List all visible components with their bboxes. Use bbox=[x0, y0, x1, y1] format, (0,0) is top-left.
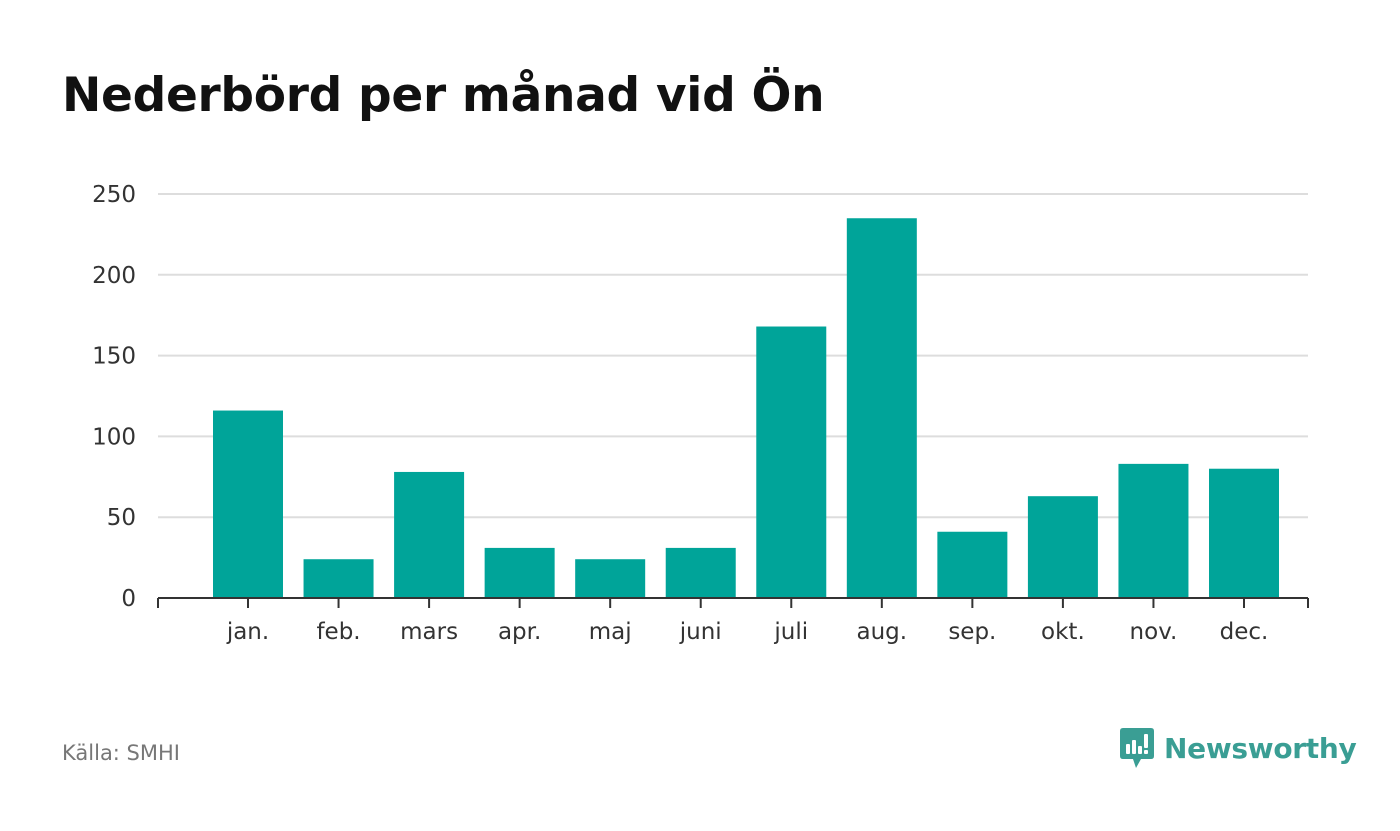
x-tick-label: mars bbox=[400, 619, 458, 645]
bar-feb[interactable] bbox=[303, 559, 374, 598]
x-tick-label: sep. bbox=[948, 619, 996, 645]
y-tick-label: 200 bbox=[92, 263, 136, 289]
y-tick-label: 50 bbox=[107, 505, 136, 531]
y-tick-label: 250 bbox=[92, 182, 136, 208]
x-tick-label: juli bbox=[773, 619, 808, 645]
newsworthy-logo-icon bbox=[1120, 728, 1154, 768]
x-tick-label: jan. bbox=[226, 619, 269, 645]
y-tick-label: 150 bbox=[92, 344, 136, 370]
brand-logo[interactable]: Newsworthy bbox=[1118, 726, 1357, 770]
bar-juli[interactable] bbox=[756, 326, 827, 598]
y-tick-label: 100 bbox=[92, 424, 136, 450]
source-note: Källa: SMHI bbox=[62, 741, 180, 765]
bar-aug[interactable] bbox=[846, 218, 917, 599]
x-tick-label: aug. bbox=[857, 619, 908, 645]
bar-okt[interactable] bbox=[1027, 496, 1098, 598]
bar-apr[interactable] bbox=[484, 547, 555, 598]
bar-nov[interactable] bbox=[1118, 463, 1189, 598]
y-tick-label: 0 bbox=[121, 586, 136, 612]
x-tick-label: maj bbox=[589, 619, 632, 645]
bar-sep[interactable] bbox=[937, 531, 1008, 598]
chart-title: Nederbörd per månad vid Ön bbox=[62, 68, 825, 123]
brand-name: Newsworthy bbox=[1164, 731, 1357, 765]
bar-dec[interactable] bbox=[1209, 468, 1279, 598]
bar-maj[interactable] bbox=[575, 559, 646, 598]
bar-juni[interactable] bbox=[665, 547, 736, 598]
x-tick-label: nov. bbox=[1130, 619, 1178, 645]
x-tick-label: juni bbox=[679, 619, 722, 645]
bar-mars[interactable] bbox=[394, 471, 465, 598]
bar-jan[interactable] bbox=[213, 410, 283, 598]
x-tick-label: feb. bbox=[316, 619, 360, 645]
x-tick-label: apr. bbox=[498, 619, 541, 645]
x-tick-label: dec. bbox=[1220, 619, 1269, 645]
x-tick-label: okt. bbox=[1041, 619, 1085, 645]
